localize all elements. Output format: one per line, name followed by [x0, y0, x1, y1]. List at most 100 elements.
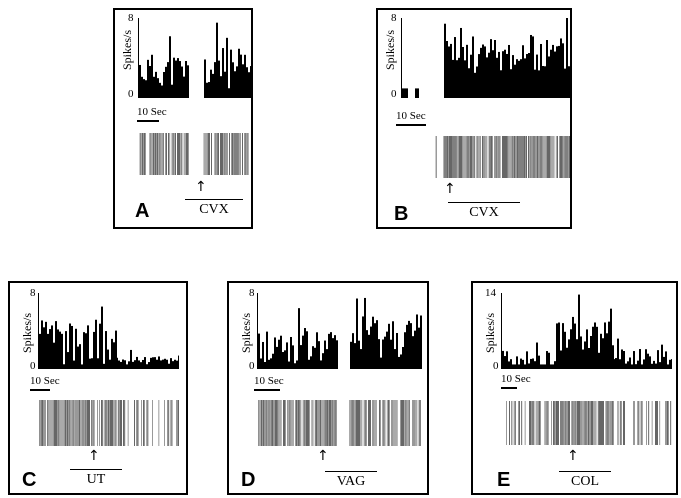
stimulus-label: COL	[571, 474, 599, 489]
histogram-bar	[566, 18, 568, 98]
histogram-bar	[568, 339, 570, 369]
histogram-bar	[51, 325, 53, 369]
histogram-bar	[446, 40, 448, 98]
stimulus-bar	[559, 471, 611, 472]
histogram-bar	[613, 359, 615, 369]
time-scale-label: 10 Sec	[137, 106, 167, 118]
histogram-bar	[380, 357, 382, 369]
histogram-bar	[140, 362, 142, 369]
histogram-bar	[134, 360, 136, 369]
histogram-bar	[615, 358, 617, 369]
histogram-bar	[232, 62, 234, 98]
histogram-bar	[416, 314, 418, 369]
histogram-bar	[404, 88, 406, 98]
histogram-bar	[284, 350, 286, 369]
histogram-bar	[87, 325, 89, 369]
histogram-bar	[356, 298, 358, 369]
y-axis-label: Spikes/s	[239, 312, 253, 353]
histogram-bar	[590, 336, 592, 369]
histogram-bar	[286, 342, 288, 369]
histogram-bar	[126, 364, 128, 369]
stimulus-bar	[70, 469, 122, 470]
histogram-bar	[637, 360, 639, 369]
histogram-bar	[518, 364, 520, 369]
histogram-bar	[302, 335, 304, 369]
histogram-bar	[508, 44, 510, 98]
time-scale-bar	[30, 389, 50, 391]
histogram-bar	[558, 322, 560, 369]
histogram-bar	[220, 76, 222, 98]
histogram-bar	[667, 364, 669, 369]
histogram	[402, 18, 570, 98]
panel-label: B	[394, 203, 409, 225]
histogram-bar	[606, 333, 608, 369]
histogram-bar	[270, 358, 272, 369]
histogram-bar	[472, 36, 474, 98]
histogram-bar	[568, 66, 570, 98]
stimulus-label: CVX	[199, 202, 229, 217]
histogram-bar	[415, 88, 417, 98]
histogram-bar	[596, 326, 598, 369]
histogram-bar	[75, 328, 77, 369]
histogram-bar	[153, 76, 155, 98]
histogram-bar	[448, 46, 450, 98]
histogram-bar	[659, 362, 661, 369]
histogram-bar	[83, 332, 85, 369]
histogram-bar	[402, 88, 404, 98]
histogram-bar	[653, 360, 655, 369]
histogram-bar	[128, 361, 130, 369]
histogram-bar	[486, 57, 488, 98]
histogram-bar	[390, 339, 392, 369]
y-max-tick: 8	[30, 287, 36, 299]
histogram-bar	[548, 56, 550, 98]
histogram-bar	[574, 323, 576, 369]
histogram-bar	[631, 364, 633, 369]
histogram-bar	[643, 359, 645, 369]
histogram-bar	[608, 321, 610, 369]
histogram-bar	[170, 358, 172, 369]
histogram-bar	[138, 360, 140, 369]
histogram-bar	[158, 356, 160, 369]
time-scale-bar	[254, 389, 280, 391]
histogram-bar	[494, 39, 496, 98]
histogram-bar	[586, 329, 588, 369]
spike-raster	[435, 136, 570, 178]
histogram-bar	[406, 324, 408, 369]
spike-raster	[139, 133, 249, 175]
histogram-bar	[412, 336, 414, 369]
histogram-bar	[93, 331, 95, 369]
histogram-bar	[116, 357, 118, 369]
histogram-bar	[392, 321, 394, 369]
y-min-tick: 0	[128, 88, 134, 100]
stimulus-bar	[185, 199, 243, 200]
histogram-bar	[132, 361, 134, 369]
histogram-bar	[65, 331, 67, 369]
histogram-bar	[61, 333, 63, 369]
histogram-bar	[410, 323, 412, 369]
histogram-bar	[73, 360, 75, 369]
histogram-bar	[266, 331, 268, 369]
histogram-bar	[238, 48, 240, 98]
histogram-bar	[230, 49, 232, 98]
histogram-bar	[564, 68, 566, 98]
time-scale-label: 10 Sec	[30, 375, 60, 387]
stimulus-arrow: ↑	[195, 179, 207, 195]
histogram-bar	[300, 345, 302, 369]
histogram-bar	[145, 80, 147, 98]
histogram-bar	[544, 66, 546, 98]
histogram-bar	[63, 364, 65, 369]
histogram-bar	[524, 58, 526, 98]
histogram-bar	[246, 67, 248, 98]
histogram-bar	[298, 308, 300, 369]
histogram-bar	[526, 351, 528, 369]
histogram-bar	[39, 333, 41, 369]
histogram-bar	[306, 331, 308, 369]
histogram-bar	[582, 349, 584, 369]
histogram-bar	[310, 356, 312, 369]
histogram-bar	[466, 44, 468, 98]
histogram-bar	[150, 357, 152, 369]
histogram-bar	[498, 51, 500, 98]
y-axis	[257, 293, 258, 369]
histogram-bar	[528, 53, 530, 98]
panel-e: 14 0 Spikes/s 10 Sec ↑ COL E	[471, 281, 678, 495]
